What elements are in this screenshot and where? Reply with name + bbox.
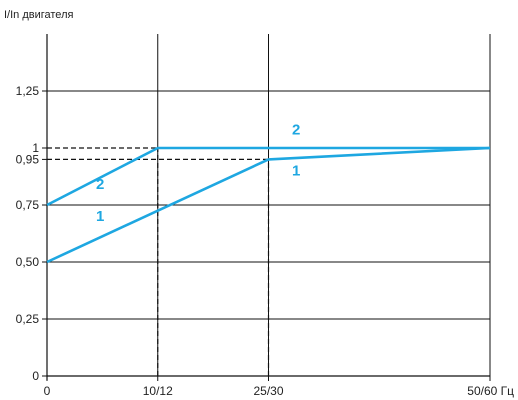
y-axis-title: I/In двигателя xyxy=(4,9,73,21)
y-tick-label-5: 1 xyxy=(32,141,39,155)
series-label-1-1: 1 xyxy=(292,162,300,179)
series-line-1 xyxy=(46,146,491,264)
y-tick-label-4: 0,95 xyxy=(16,152,40,166)
y-tick-label-0: 0 xyxy=(32,369,39,383)
y-tick-label-2: 0,50 xyxy=(16,255,40,269)
series-labels: 1 1 2 2 xyxy=(96,121,300,225)
x-tick-label-2: 25/30 xyxy=(253,384,283,398)
series-line-2 xyxy=(46,146,490,207)
x-tick-label-3: 50/60 Гц xyxy=(467,384,514,398)
y-tick-label-6: 1,25 xyxy=(16,84,40,98)
series-label-2-0: 2 xyxy=(96,176,104,193)
series-label-1-0: 1 xyxy=(96,208,104,225)
x-tick-label-1: 10/12 xyxy=(143,384,173,398)
reference-lines xyxy=(47,147,270,376)
y-tick-label-1: 0,25 xyxy=(16,312,40,326)
x-tick-label-0: 0 xyxy=(44,384,51,398)
series-lines xyxy=(46,146,491,264)
y-tick-label-3: 0,75 xyxy=(16,198,40,212)
series-label-2-1: 2 xyxy=(292,121,300,138)
